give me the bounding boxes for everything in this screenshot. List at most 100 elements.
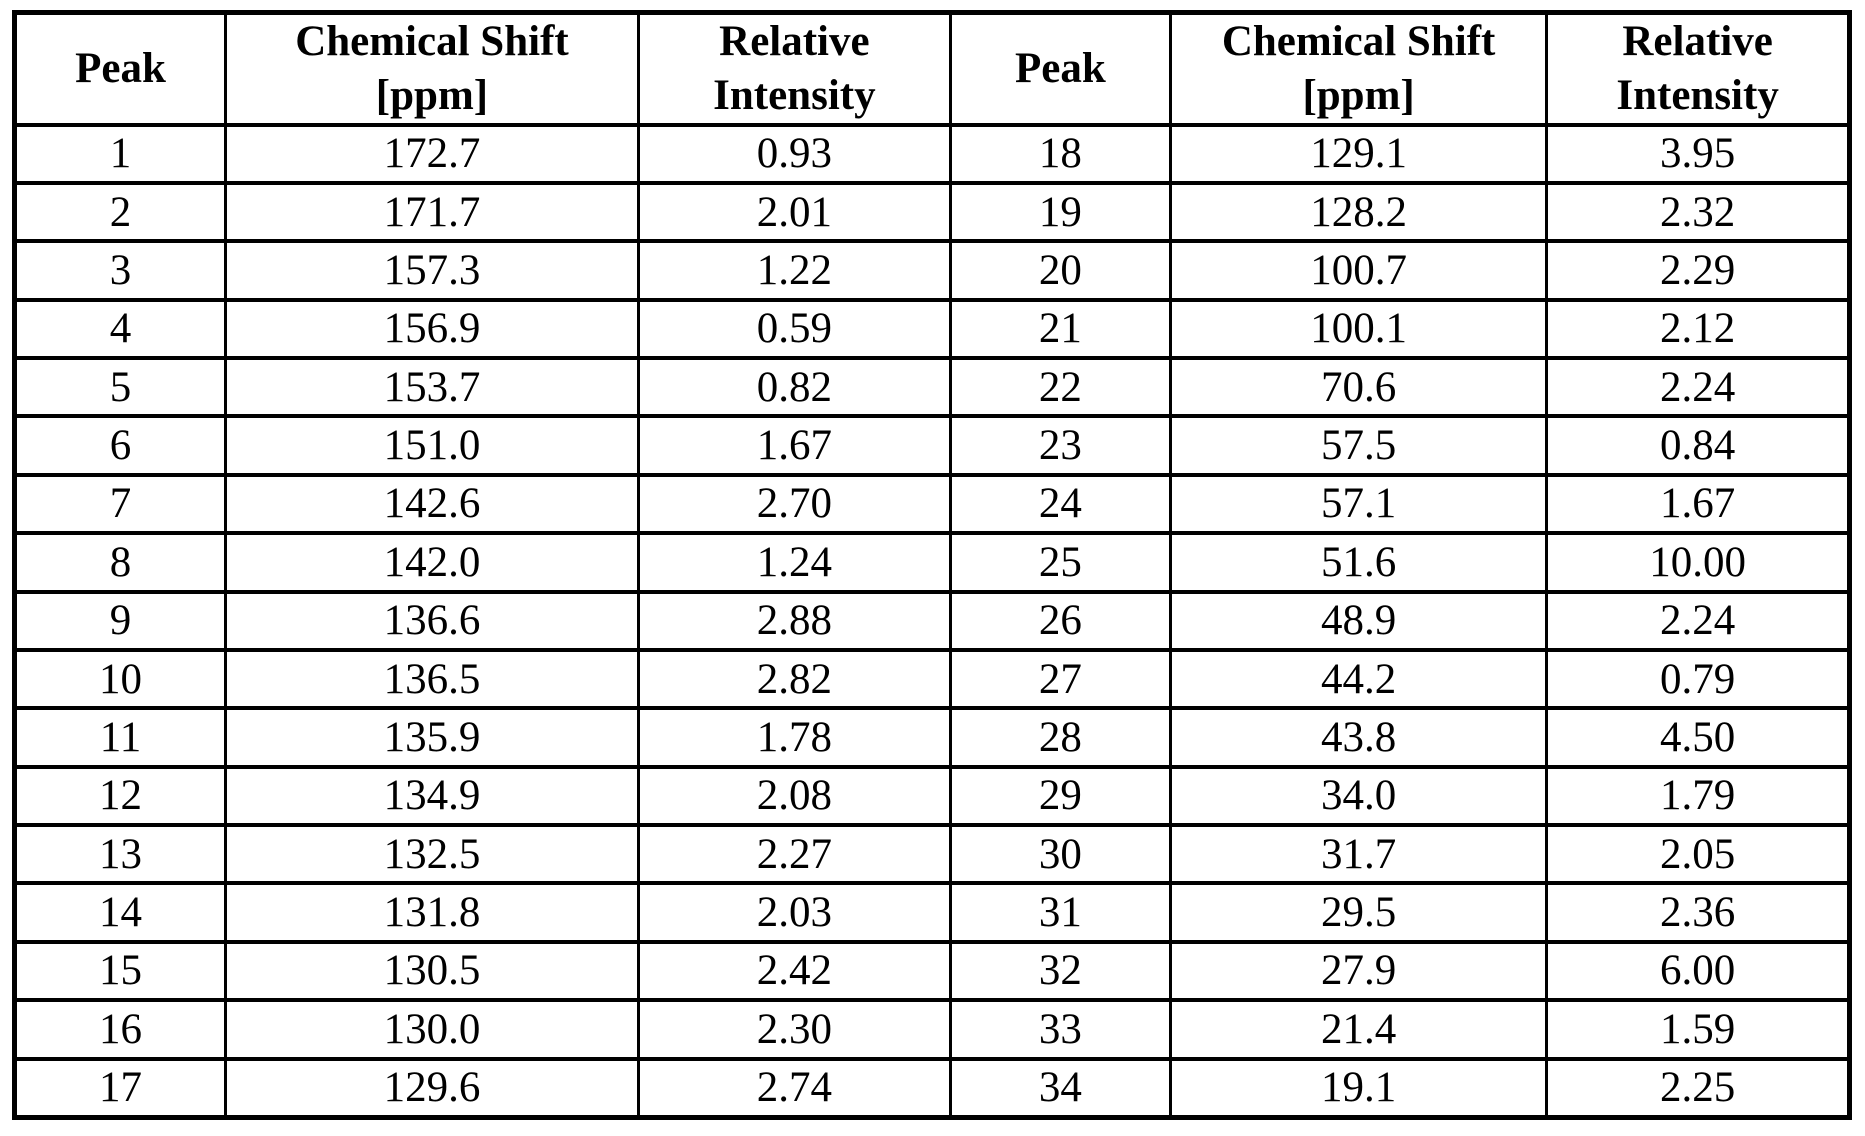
chemical-shift-cell: 100.1 (1169, 297, 1549, 361)
relative-intensity-cell: 2.03 (636, 881, 952, 944)
relative-intensity-cell: 10.00 (1545, 531, 1851, 594)
relative-intensity-cell: 0.59 (636, 297, 952, 361)
relative-intensity-cell: 2.01 (636, 180, 952, 244)
relative-intensity-cell: 1.22 (636, 239, 952, 302)
chemical-shift-cell: 130.0 (224, 998, 640, 1061)
peak-cell: 13 (12, 822, 228, 886)
peak-cell: 34 (948, 1056, 1173, 1120)
chemical-shift-cell: 129.6 (224, 1056, 640, 1120)
peak-cell: 29 (948, 764, 1173, 828)
peak-cell: 10 (12, 647, 228, 711)
chemical-shift-cell: 135.9 (224, 706, 640, 769)
relative-intensity-cell: 0.82 (636, 355, 952, 419)
relative-intensity-cell: 1.79 (1545, 764, 1851, 828)
header-label-line2: Intensity (1616, 71, 1779, 119)
chemical-shift-cell: 48.9 (1169, 589, 1549, 652)
table-row: 15 130.5 2.42 32 27.9 6.00 (12, 939, 1851, 1003)
relative-intensity-cell: 2.27 (636, 822, 952, 886)
chemical-shift-cell: 130.5 (224, 939, 640, 1003)
relative-intensity-cell: 1.78 (636, 706, 952, 769)
peak-cell: 5 (12, 355, 228, 419)
relative-intensity-cell: 1.67 (1545, 472, 1851, 536)
chemical-shift-cell: 29.5 (1169, 881, 1549, 944)
header-label-line2: [ppm] (1302, 71, 1415, 119)
relative-intensity-cell: 2.29 (1545, 239, 1851, 302)
chemical-shift-cell: 132.5 (224, 822, 640, 886)
header-label-line1: Relative (1622, 18, 1773, 65)
peak-cell: 11 (12, 706, 228, 769)
chemical-shift-cell: 100.7 (1169, 239, 1549, 302)
nmr-peak-table: Peak Chemical Shift [ppm] Relative Inten… (12, 10, 1852, 1120)
chemical-shift-cell: 172.7 (224, 122, 640, 185)
chemical-shift-cell: 136.5 (224, 647, 640, 711)
relative-intensity-cell: 2.12 (1545, 297, 1851, 361)
chemical-shift-cell: 57.1 (1169, 472, 1549, 536)
relative-intensity-cell: 2.74 (636, 1056, 952, 1120)
peak-cell: 21 (948, 297, 1173, 361)
relative-intensity-cell: 2.24 (1545, 589, 1851, 652)
chemical-shift-cell: 156.9 (224, 297, 640, 361)
chemical-shift-cell: 57.5 (1169, 414, 1549, 477)
chemical-shift-cell: 142.0 (224, 531, 640, 594)
table-row: 17 129.6 2.74 34 19.1 2.25 (12, 1056, 1851, 1120)
column-header-relative-intensity-left: Relative Intensity (636, 10, 952, 127)
column-header-peak-left: Peak (12, 10, 228, 127)
table-row: 1 172.7 0.93 18 129.1 3.95 (12, 122, 1851, 185)
peak-cell: 20 (948, 239, 1173, 302)
table-row: 9 136.6 2.88 26 48.9 2.24 (12, 589, 1851, 652)
chemical-shift-cell: 34.0 (1169, 764, 1549, 828)
header-label-line2: [ppm] (375, 71, 489, 119)
relative-intensity-cell: 2.24 (1545, 355, 1851, 419)
chemical-shift-cell: 44.2 (1169, 647, 1549, 711)
peak-cell: 9 (12, 589, 228, 652)
peak-cell: 33 (948, 998, 1173, 1061)
peak-cell: 27 (948, 647, 1173, 711)
chemical-shift-cell: 151.0 (224, 414, 640, 477)
relative-intensity-cell: 0.93 (636, 122, 952, 185)
peak-cell: 32 (948, 939, 1173, 1003)
chemical-shift-cell: 157.3 (224, 239, 640, 302)
peak-cell: 23 (948, 414, 1173, 477)
chemical-shift-cell: 27.9 (1169, 939, 1549, 1003)
column-header-relative-intensity-right: Relative Intensity (1545, 10, 1851, 127)
peak-cell: 28 (948, 706, 1173, 769)
table-row: 13 132.5 2.27 30 31.7 2.05 (12, 822, 1851, 886)
column-header-chemical-shift-right: Chemical Shift [ppm] (1169, 10, 1549, 127)
relative-intensity-cell: 2.36 (1545, 881, 1851, 944)
peak-cell: 19 (948, 180, 1173, 244)
table-row: 12 134.9 2.08 29 34.0 1.79 (12, 764, 1851, 828)
chemical-shift-cell: 153.7 (224, 355, 640, 419)
peak-cell: 1 (12, 122, 228, 185)
relative-intensity-cell: 0.84 (1545, 414, 1851, 477)
relative-intensity-cell: 2.32 (1545, 180, 1851, 244)
chemical-shift-cell: 136.6 (224, 589, 640, 652)
chemical-shift-cell: 142.6 (224, 472, 640, 536)
chemical-shift-cell: 134.9 (224, 764, 640, 828)
peak-cell: 17 (12, 1056, 228, 1120)
peak-cell: 24 (948, 472, 1173, 536)
chemical-shift-cell: 171.7 (224, 180, 640, 244)
relative-intensity-cell: 0.79 (1545, 647, 1851, 711)
header-label-line2: Intensity (713, 71, 876, 119)
table-row: 11 135.9 1.78 28 43.8 4.50 (12, 706, 1851, 769)
peak-cell: 30 (948, 822, 1173, 886)
peak-cell: 25 (948, 531, 1173, 594)
peak-cell: 12 (12, 764, 228, 828)
table-row: 8 142.0 1.24 25 51.6 10.00 (12, 531, 1851, 594)
peak-cell: 22 (948, 355, 1173, 419)
chemical-shift-cell: 43.8 (1169, 706, 1549, 769)
relative-intensity-cell: 6.00 (1545, 939, 1851, 1003)
peak-cell: 2 (12, 180, 228, 244)
peak-cell: 26 (948, 589, 1173, 652)
relative-intensity-cell: 2.08 (636, 764, 952, 828)
chemical-shift-cell: 131.8 (224, 881, 640, 944)
peak-cell: 7 (12, 472, 228, 536)
table-row: 3 157.3 1.22 20 100.7 2.29 (12, 239, 1851, 302)
relative-intensity-cell: 2.30 (636, 998, 952, 1061)
peak-cell: 15 (12, 939, 228, 1003)
relative-intensity-cell: 1.24 (636, 531, 952, 594)
peak-cell: 6 (12, 414, 228, 477)
relative-intensity-cell: 3.95 (1545, 122, 1851, 185)
header-row: Peak Chemical Shift [ppm] Relative Inten… (12, 10, 1851, 127)
